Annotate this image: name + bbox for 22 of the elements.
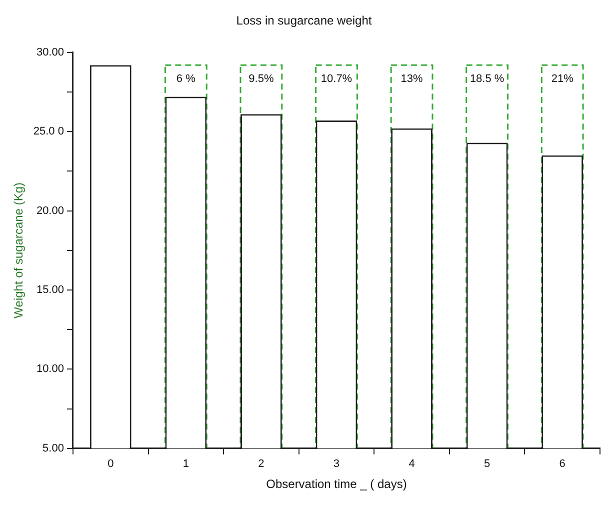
x-tick-label: 4 bbox=[408, 458, 415, 470]
annotation: 10.7% bbox=[320, 73, 352, 86]
x-tick-label: 1 bbox=[182, 458, 189, 470]
annotation: 9.5% bbox=[248, 73, 274, 86]
annotation: 18.5 % bbox=[470, 73, 504, 86]
x-tick-label: 5 bbox=[484, 458, 490, 470]
y-tick-label: 10.00 bbox=[36, 363, 64, 376]
y-tick-label: 15.00 bbox=[36, 284, 64, 296]
y-axis-title: Weight of sugarcane (Kg) bbox=[12, 182, 26, 318]
x-axis-title: Observation time _ ( days) bbox=[266, 477, 407, 492]
x-tick-label: 2 bbox=[258, 458, 264, 470]
y-tick-label: 25.0 0 bbox=[33, 126, 64, 138]
annotation: 13% bbox=[400, 73, 423, 86]
x-tick-label: 0 bbox=[108, 458, 114, 470]
y-tick-label: 5.00 bbox=[42, 442, 64, 454]
chart-title: Loss in sugarcane weight bbox=[236, 14, 372, 28]
annotation: 6 % bbox=[176, 73, 196, 86]
y-tick-label: 30.00 bbox=[36, 46, 64, 58]
x-tick-label: 3 bbox=[333, 458, 340, 470]
x-tick-label: 6 bbox=[559, 458, 566, 470]
annotation: 21% bbox=[551, 73, 574, 86]
y-tick-label: 20.00 bbox=[36, 204, 64, 217]
